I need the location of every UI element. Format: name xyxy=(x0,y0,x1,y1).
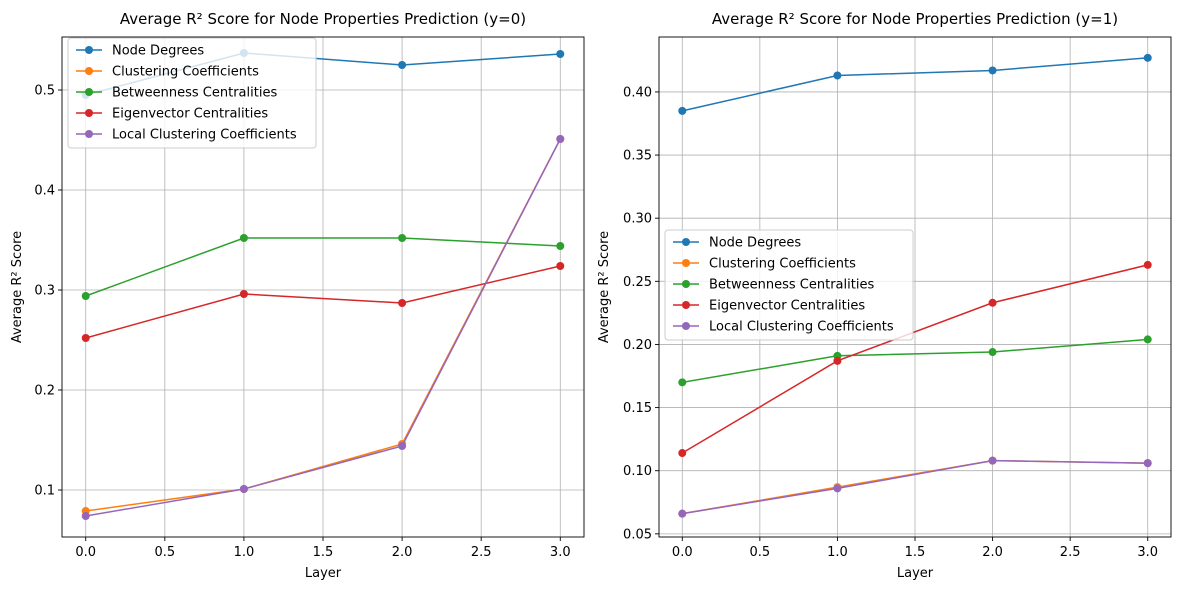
data-point xyxy=(1143,335,1152,344)
y-tick-label: 0.3 xyxy=(34,284,55,299)
x-tick-label: 1.5 xyxy=(905,545,926,560)
y-tick-label: 0.40 xyxy=(623,85,652,100)
data-point xyxy=(239,485,248,493)
legend-marker xyxy=(85,88,93,96)
y-tick-label: 0.1 xyxy=(34,484,55,499)
data-point xyxy=(81,512,90,520)
y-tick-label: 0.4 xyxy=(34,184,55,199)
legend-label: Node Degrees xyxy=(709,236,801,251)
legend: Node Degrees Clustering Coefficients Betwe… xyxy=(664,229,914,341)
legend-label: Local Clustering Coefficients xyxy=(112,128,297,143)
data-point xyxy=(678,106,687,115)
data-point xyxy=(398,61,407,69)
legend-label: Clustering Coefficients xyxy=(709,257,856,272)
x-tick-label: 2.5 xyxy=(1060,545,1081,560)
x-axis-label: Layer xyxy=(305,566,342,581)
data-point xyxy=(81,292,90,300)
legend-marker xyxy=(85,109,93,117)
legend-marker xyxy=(85,67,93,75)
x-tick-label: 1.5 xyxy=(313,545,334,560)
data-point xyxy=(1143,260,1152,269)
legend-label: Betweenness Centralities xyxy=(709,278,874,293)
legend: Node Degrees Clustering Coefficients Betwe… xyxy=(67,37,317,149)
data-point xyxy=(1143,459,1152,468)
data-point xyxy=(239,290,248,298)
legend-marker xyxy=(682,238,690,246)
data-point xyxy=(556,242,565,250)
legend-label: Local Clustering Coefficients xyxy=(709,320,894,335)
legend-label: Betweenness Centralities xyxy=(112,86,277,101)
legend-marker xyxy=(682,301,690,309)
x-tick-label: 2.0 xyxy=(392,545,413,560)
chart-y1: 0.0 0.5 1.0 1.5 2.0 2.5 3.0 0.05 0.10 0.15 0.20 0.2… xyxy=(597,10,1172,581)
legend-label: Clustering Coefficients xyxy=(112,65,259,80)
x-tick-label: 2.0 xyxy=(982,545,1003,560)
data-point xyxy=(833,71,842,80)
data-point xyxy=(833,484,842,493)
data-point xyxy=(556,262,565,270)
series-line-3 xyxy=(682,338,1148,384)
y-tick-label: 0.15 xyxy=(623,401,652,416)
data-point xyxy=(1143,53,1152,62)
x-axis-label: Layer xyxy=(897,566,934,581)
series-line-5 xyxy=(85,138,561,517)
legend-marker xyxy=(682,259,690,267)
series-line-4 xyxy=(681,264,1148,454)
y-axis-label: Average R² Score xyxy=(10,231,25,343)
y-tick-label: 0.30 xyxy=(623,212,652,227)
data-point xyxy=(398,299,407,307)
data-point xyxy=(678,449,687,458)
x-tick-label: 3.0 xyxy=(1137,545,1158,560)
x-tick-label: 1.0 xyxy=(234,545,255,560)
legend-marker xyxy=(85,130,93,138)
y-tick-label: 0.20 xyxy=(623,338,652,353)
x-tick-label: 0.0 xyxy=(75,545,96,560)
data-point xyxy=(988,456,997,465)
data-point xyxy=(678,509,687,518)
y-tick-label: 0.05 xyxy=(623,527,652,542)
data-point xyxy=(81,334,90,342)
x-tick-label: 0.5 xyxy=(154,545,175,560)
data-point xyxy=(988,66,997,75)
data-point xyxy=(833,356,842,365)
chart-title: Average R² Score for Node Properties Pre… xyxy=(712,10,1118,28)
chart-y0: 0.0 0.5 1.0 1.5 2.0 2.5 3.0 0.1 0.2 0.3 0.4 0.5 Aver… xyxy=(10,10,585,581)
data-point xyxy=(398,442,407,450)
legend-marker xyxy=(682,280,690,288)
legend-marker xyxy=(85,46,93,54)
legend-label: Node Degrees xyxy=(112,44,204,59)
y-tick-label: 0.2 xyxy=(34,384,55,399)
y-tick-label: 0.10 xyxy=(623,464,652,479)
data-point xyxy=(988,298,997,307)
y-axis-label: Average R² Score xyxy=(597,231,612,343)
chart-title: Average R² Score for Node Properties Pre… xyxy=(120,10,526,28)
series-line-5 xyxy=(682,459,1148,515)
x-tick-label: 1.0 xyxy=(827,545,848,560)
legend-box xyxy=(67,37,317,149)
series-line-4 xyxy=(85,265,561,339)
y-tick-label: 0.35 xyxy=(623,149,652,164)
legend-marker xyxy=(682,322,690,330)
x-tick-label: 3.0 xyxy=(550,545,571,560)
data-point xyxy=(678,378,687,387)
y-tick-label: 0.5 xyxy=(34,84,55,99)
legend-label: Eigenvector Centralities xyxy=(709,299,865,314)
series-line-1 xyxy=(682,57,1148,112)
x-tick-label: 0.0 xyxy=(672,545,693,560)
legend-box xyxy=(664,229,914,341)
x-tick-label: 2.5 xyxy=(471,545,492,560)
y-tick-label: 0.25 xyxy=(623,275,652,290)
data-point xyxy=(988,348,997,357)
data-point xyxy=(398,234,407,242)
series-line-3 xyxy=(85,237,561,297)
data-point xyxy=(239,234,248,242)
data-point xyxy=(556,50,565,58)
legend-label: Eigenvector Centralities xyxy=(112,107,268,122)
data-point xyxy=(556,135,565,143)
x-tick-label: 0.5 xyxy=(750,545,771,560)
